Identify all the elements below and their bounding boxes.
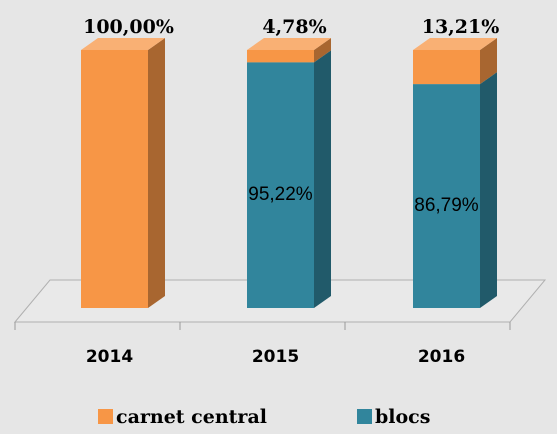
bar-side	[148, 38, 165, 308]
x-tick-label: 2015	[252, 347, 299, 367]
x-tick-label: 2016	[418, 347, 465, 367]
legend-label: carnet central	[116, 406, 267, 428]
value-label: 86,79%	[414, 195, 479, 216]
bar-front	[413, 50, 480, 85]
x-tick-label: 2014	[86, 347, 133, 367]
legend-swatch	[98, 409, 113, 424]
bar-side	[314, 38, 331, 63]
bar-segment	[247, 38, 331, 63]
legend-swatch	[357, 409, 372, 424]
bar-segment	[413, 38, 497, 85]
bar-front	[81, 50, 148, 308]
bar-front	[247, 62, 314, 309]
total-label: 13,21%	[422, 16, 500, 38]
bar-side	[480, 72, 497, 308]
bar-side	[480, 38, 497, 85]
total-label: 100,00%	[83, 16, 174, 38]
legend-label: blocs	[375, 406, 430, 428]
bar-top	[413, 38, 497, 50]
bar-segment	[247, 50, 331, 309]
value-label: 95,22%	[248, 184, 313, 205]
bar-top	[81, 38, 165, 50]
bar-front	[413, 84, 480, 308]
bar-top	[247, 38, 331, 50]
bar-segment	[413, 72, 497, 308]
bar-segment	[81, 38, 165, 308]
bar-front	[247, 50, 314, 63]
total-label: 4,78%	[262, 16, 326, 38]
bar-side	[314, 50, 331, 309]
